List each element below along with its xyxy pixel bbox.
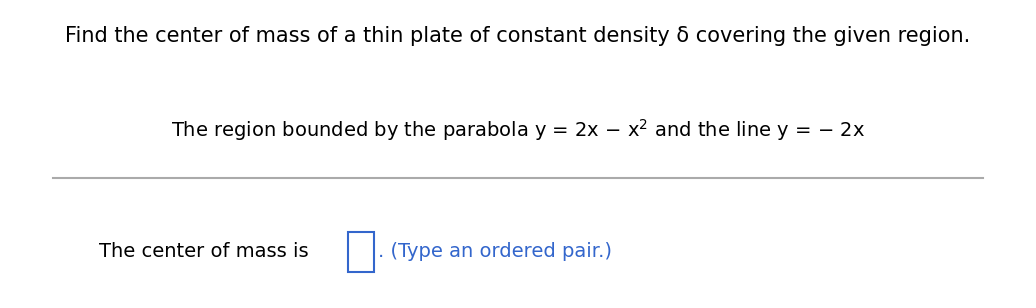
- Text: . (Type an ordered pair.): . (Type an ordered pair.): [378, 242, 612, 261]
- Text: The region bounded by the parabola y = 2x $-$ x$^{2}$ and the line y = $-$ 2x: The region bounded by the parabola y = 2…: [171, 117, 865, 143]
- Text: Find the center of mass of a thin plate of constant density δ covering the given: Find the center of mass of a thin plate …: [65, 26, 971, 46]
- Text: The center of mass is: The center of mass is: [99, 242, 309, 261]
- FancyBboxPatch shape: [348, 232, 374, 272]
